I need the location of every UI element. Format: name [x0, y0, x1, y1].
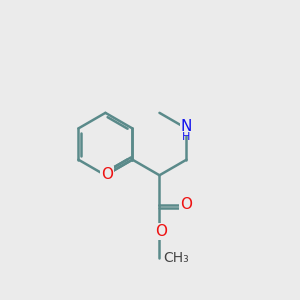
Text: O: O: [155, 224, 167, 239]
Text: CH₃: CH₃: [163, 251, 189, 265]
Text: O: O: [101, 167, 113, 182]
Text: O: O: [180, 197, 192, 212]
Text: N: N: [181, 119, 192, 134]
Text: H: H: [182, 132, 191, 142]
